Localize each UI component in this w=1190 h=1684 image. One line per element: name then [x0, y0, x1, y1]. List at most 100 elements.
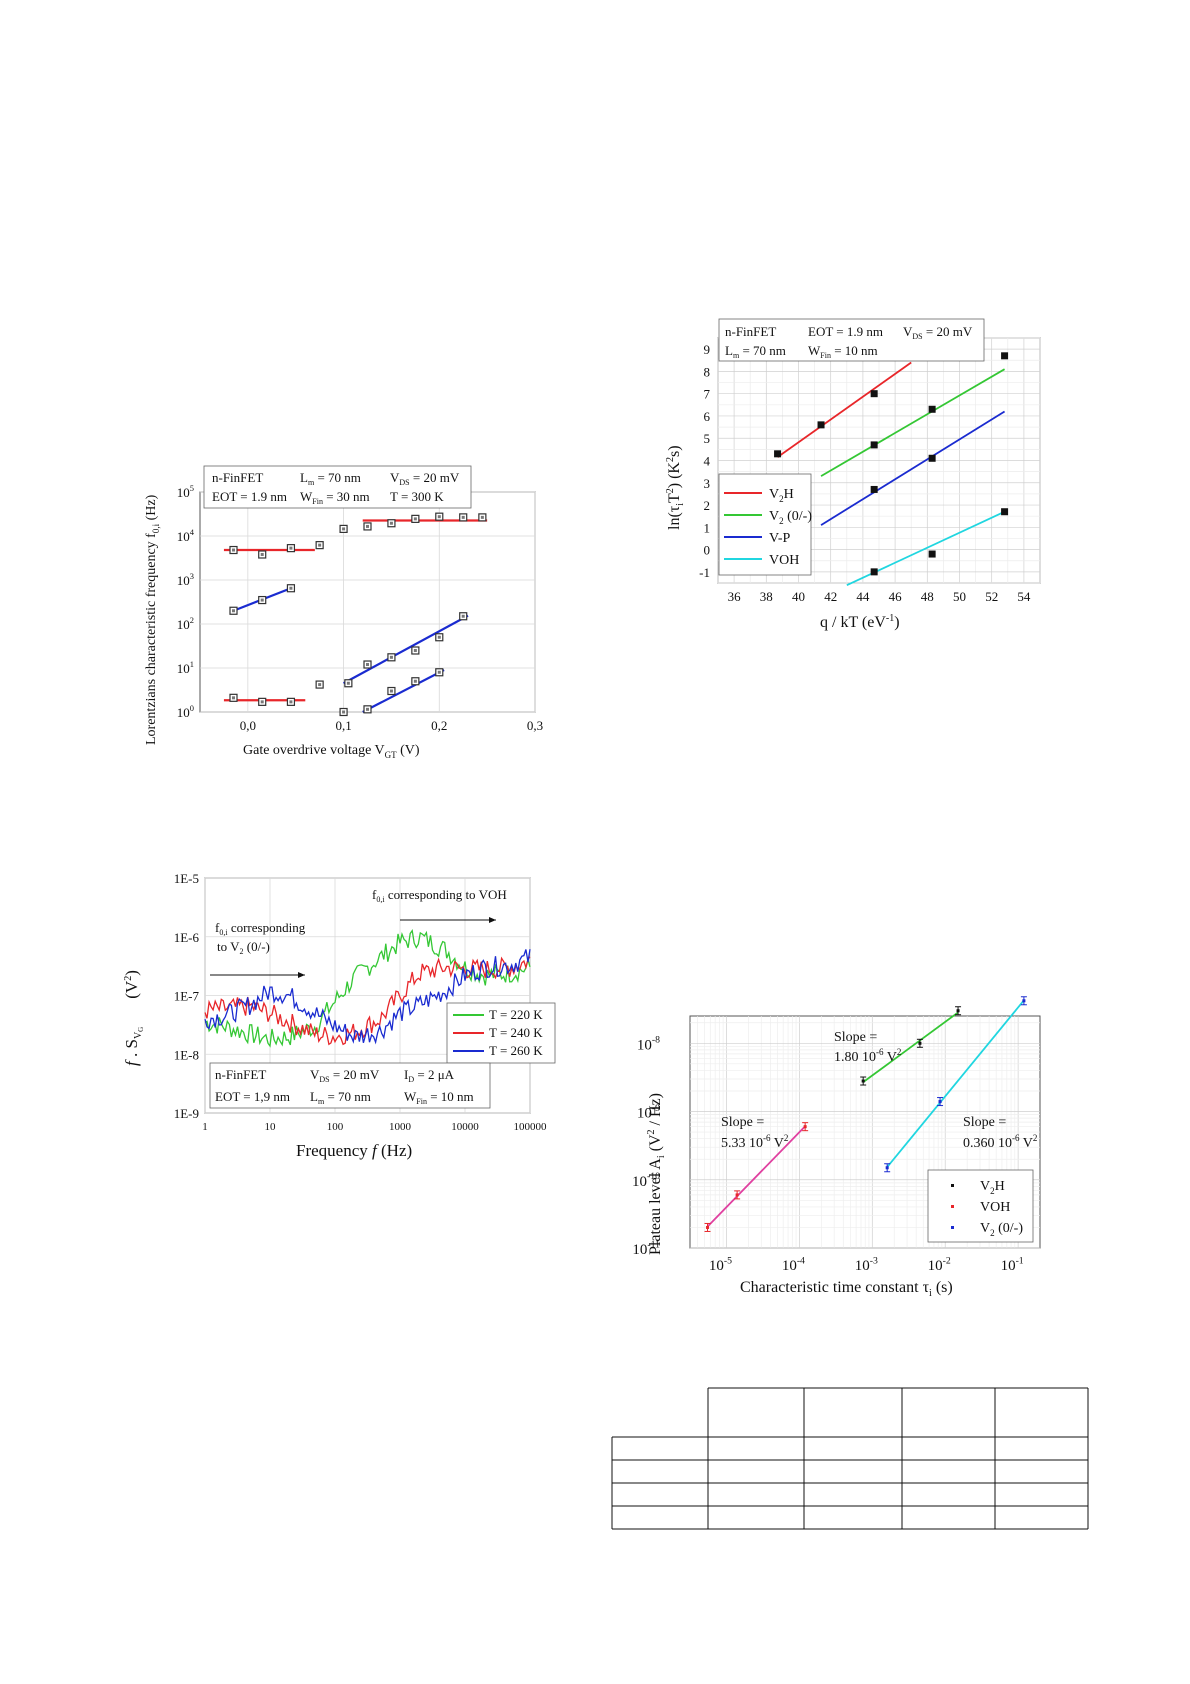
- legend-marker: [951, 1184, 954, 1187]
- legend-items: V2H VOH V2 (0/-): [951, 1179, 1023, 1238]
- chart-frequency-vs-gate-voltage: 100 101 102 103 104 105 0,0 0,1 0,2 0,3 n-FinFET…: [144, 465, 543, 760]
- slope-v2h-value: 1.80 10-6 V2: [834, 1047, 901, 1065]
- y-axis-label: ln(τiT2) (K2s): [665, 445, 686, 530]
- info-width: WFin = 10 nm: [404, 1089, 474, 1106]
- y-tick-label: 104: [177, 527, 195, 544]
- legend-label: T = 240 K: [489, 1025, 543, 1040]
- x-tick-label: 0,0: [240, 718, 256, 733]
- info-id: ID = 2 μA: [404, 1067, 455, 1084]
- y-tick-label: 3: [704, 476, 711, 491]
- y-tick-label: 103: [177, 571, 194, 588]
- y-tick-label: -1: [699, 565, 710, 580]
- x-tick-label: 10: [265, 1121, 277, 1133]
- x-tick-label: 48: [921, 589, 934, 604]
- data-point: [928, 550, 936, 558]
- data-points: [704, 996, 1027, 1232]
- x-tick-label: 38: [760, 589, 773, 604]
- y-tick-label: 6: [704, 409, 711, 424]
- x-ticks: 10-5 10-4 10-3 10-2 10-1: [709, 1255, 1024, 1274]
- data-point-core: [232, 548, 235, 552]
- slope-voh-value: 5.33 10-6 V2: [721, 1133, 788, 1151]
- y-tick-label: 1E-8: [174, 1047, 199, 1062]
- x-tick-label: 54: [1017, 589, 1031, 604]
- legend-label: VOH: [980, 1200, 1010, 1215]
- data-point: [885, 1166, 889, 1170]
- x-tick-label: 0,2: [431, 718, 447, 733]
- x-tick-label: 10-1: [1001, 1255, 1024, 1274]
- fit-lines: [223, 519, 488, 713]
- x-tick-label: 100: [327, 1121, 344, 1133]
- data-point-core: [461, 515, 465, 519]
- x-axis-label: q / kT (eV-1): [820, 613, 900, 631]
- info-eot: EOT = 1.9 nm: [212, 489, 287, 504]
- x-axis-label: Characteristic time constant τi (s): [740, 1279, 953, 1299]
- x-ticks: 36 38 40 42 44 46 48 50 52 54: [728, 589, 1031, 604]
- y-tick-label: 1E-5: [174, 871, 199, 886]
- y-tick-label: 10-8: [637, 1035, 660, 1054]
- fit-lines: [777, 361, 1006, 587]
- x-tick-label: 100000: [514, 1121, 548, 1133]
- data-point: [956, 1009, 960, 1013]
- x-tick-label: 52: [985, 589, 998, 604]
- data-point-core: [318, 543, 322, 547]
- y-tick-label: 9: [704, 342, 711, 357]
- data-point-core: [289, 546, 293, 550]
- x-tick-label: 40: [792, 589, 805, 604]
- info-box: [203, 465, 472, 509]
- data-point: [1001, 352, 1009, 360]
- data-point-core: [232, 609, 235, 613]
- x-tick-label: 1: [202, 1121, 208, 1133]
- y-tick-label: 10-10: [632, 1171, 660, 1190]
- chart-arrhenius: -1 0 1 2 3 4 5 6 7 8 9 36 38 40 42 44 46 48 50 52 54 n-FinF…: [665, 318, 1041, 631]
- info-vds: VDS = 20 mV: [903, 324, 973, 341]
- y-tick-label: 1E-7: [174, 989, 200, 1004]
- info-device: n-FinFET: [212, 470, 263, 485]
- legend-items: V2H V2 (0/-) V-P VOH: [724, 487, 812, 568]
- legend: [927, 1169, 1034, 1243]
- data-point: [706, 1225, 710, 1229]
- data-point: [803, 1125, 807, 1129]
- empty-table: [611, 1387, 1089, 1530]
- data-point: [774, 450, 782, 458]
- y-tick-label: 0: [704, 543, 711, 558]
- y-tick-label: 102: [177, 615, 194, 632]
- info-width: WFin = 30 nm: [300, 489, 370, 506]
- legend-label: T = 260 K: [489, 1043, 543, 1058]
- legend-label: V2H: [769, 487, 794, 504]
- fit-line: [706, 1125, 806, 1228]
- data-point-core: [413, 648, 417, 652]
- legend-label: V-P: [769, 531, 790, 546]
- data-point-core: [366, 707, 369, 711]
- y-axis-label: f . SVG(V2): [122, 970, 145, 1066]
- info-temperature: T = 300 K: [390, 489, 444, 504]
- info-eot: EOT = 1.9 nm: [808, 324, 883, 339]
- legend-label: VOH: [769, 553, 799, 568]
- data-point-core: [342, 527, 346, 531]
- annotation-v2: f0,i corresponding: [215, 920, 306, 937]
- y-ticks: -1 0 1 2 3 4 5 6 7 8 9: [699, 342, 710, 580]
- data-point-core: [289, 700, 293, 704]
- x-tick-label: 10-5: [709, 1255, 732, 1274]
- fit-line: [777, 361, 912, 458]
- series-lines: [204, 929, 531, 1048]
- data-point-core: [480, 515, 484, 519]
- legend: [718, 473, 812, 576]
- x-tick-label: 50: [953, 589, 966, 604]
- x-tick-label: 44: [856, 589, 870, 604]
- info-length: Lm = 70 nm: [310, 1089, 371, 1106]
- info-box: [718, 318, 985, 362]
- slope-v2-value: 0.360 10-6 V2: [963, 1133, 1037, 1151]
- fit-line: [820, 368, 1006, 477]
- data-point-core: [260, 552, 264, 556]
- data-point-core: [289, 586, 293, 590]
- data-point-core: [389, 689, 393, 693]
- info-box: [209, 1062, 491, 1109]
- data-point-core: [346, 681, 350, 685]
- x-tick-label: 10-4: [782, 1255, 805, 1274]
- grid: [717, 337, 1041, 584]
- x-tick-label: 1000: [389, 1121, 412, 1133]
- slope-v2h-label: Slope =: [834, 1030, 877, 1045]
- data-point-core: [342, 710, 346, 714]
- y-tick-label: 5: [704, 431, 711, 446]
